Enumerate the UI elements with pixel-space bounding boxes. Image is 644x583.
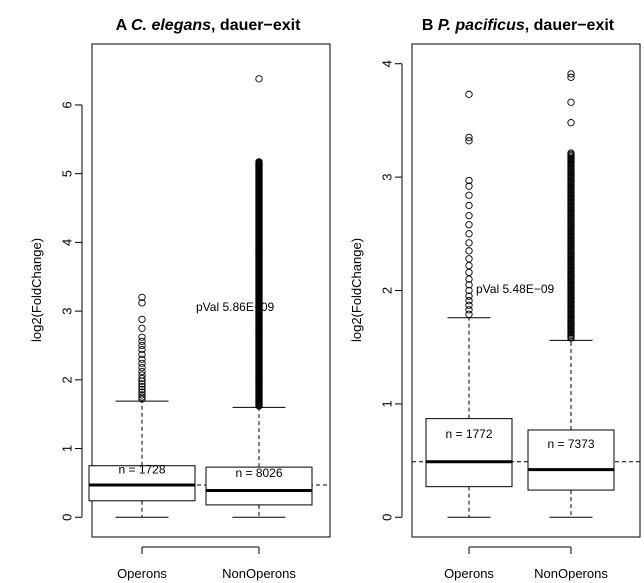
panel-a-x-axis: Operons NonOperons [117, 546, 296, 581]
panel-b-species: P. pacificus [438, 17, 525, 34]
panel-b-operons-outlier-point [465, 191, 473, 199]
panel-b-y-tick-label: 4 [379, 60, 394, 67]
panel-a-x-tick-label: Operons [117, 566, 167, 581]
panel-b-title-rest: , dauer−exit [525, 17, 615, 34]
panel-b-x-axis: Operons NonOperons [444, 546, 608, 581]
panel-b-nonoperons-outlier-point [567, 119, 575, 127]
panel-a-nonoperons-outlier-point [255, 158, 263, 166]
panel-b-title: B P. pacificus, dauer−exit [422, 17, 615, 34]
panel-a-operons-outlier-point [138, 395, 146, 403]
panel-a-operons-outlier-point [138, 385, 146, 394]
panel-a-operons-outlier-point [138, 324, 146, 332]
panel-a-operons-outlier-point [138, 299, 146, 307]
panel-b-operons-outlier-point [465, 239, 473, 247]
panel-a-y-tick-label: 4 [59, 239, 74, 246]
panel-b-operons-outlier-point [465, 247, 473, 255]
panel-a-operons-n-label: n = 1728 [118, 462, 165, 476]
panel-b: B P. pacificus, dauer−exit log2(FoldChan… [349, 17, 641, 581]
panel-b-nonoperons-outlier-point [567, 98, 575, 106]
panel-b-operons-outlier-point [465, 268, 473, 277]
panel-a-operons-outlier-point [138, 388, 146, 396]
panel-b-nonoperons-n-label: n = 7373 [547, 437, 594, 451]
panel-a-y-tick-label: 2 [59, 376, 74, 383]
panel-b-operons-outlier-point [465, 301, 473, 309]
panel-a-operons-outlier-point [138, 391, 146, 399]
panel-a-operons-outlier-point [138, 371, 146, 379]
panel-b-letter: B [422, 17, 434, 34]
panel-b-operons-outlier-point [465, 261, 473, 270]
panel-a-operons-box [88, 465, 196, 502]
panel-a-operons-outlier-point [138, 345, 146, 354]
panel-b-operons-outlier-point [465, 137, 473, 145]
panel-b-operons-outlier-point [465, 212, 473, 220]
panel-b-plot-area: n = 1772 n = 7373 pVal 5.48E−09 [412, 70, 640, 518]
panel-b-operons-outlier-point [465, 176, 473, 185]
panel-b-pvalue-label: pVal 5.48E−09 [476, 282, 555, 296]
panel-b-operons-outlier-point [465, 286, 473, 295]
panel-b-operons-outlier-point [465, 255, 473, 263]
panel-a-ylabel: log2(FoldChange) [29, 238, 44, 342]
panel-b-frame [411, 43, 641, 538]
panel-b-operons-outlier-point [465, 281, 473, 289]
panel-b-operons-outlier-point [465, 230, 473, 238]
panel-b-operons-outlier-point [465, 133, 473, 142]
panel-a-x-tick-label: NonOperons [222, 566, 296, 581]
panel-b-nonoperons-outlier-point [567, 149, 575, 157]
panel-a-operons-outlier-point [138, 355, 146, 363]
panel-a-operons-outlier-point [138, 374, 146, 383]
panel-a-species: C. elegans [131, 17, 211, 34]
panel-a-operons-outlier-point [138, 383, 146, 391]
panel-b-y-tick-label: 2 [379, 287, 394, 294]
panel-b-x-tick-label: Operons [444, 566, 494, 581]
panel-a-operons-outlier-point [138, 367, 146, 376]
panel-a-operons-outlier-point [138, 393, 146, 401]
panel-b-nonoperons-box [527, 429, 615, 491]
panel-a-nonoperons-outlier-point [255, 75, 263, 83]
panel-b-y-tick-label: 3 [379, 173, 394, 180]
panel-a-operons-outlier-point [138, 333, 146, 341]
panel-a-operons-outlier-point [138, 359, 146, 367]
panel-a-operons-outlier-point [138, 363, 146, 372]
panel-b-y-axis: 0 1 2 3 4 [379, 60, 403, 521]
panel-a-operons-outlier-point [138, 380, 146, 388]
panel-b-x-tick-label: NonOperons [534, 566, 608, 581]
panel-a-y-axis: 0 1 2 3 4 5 6 [59, 101, 83, 521]
panel-a-operons-outlier-point [138, 341, 146, 350]
panel-b-operons-outlier-point [465, 306, 473, 314]
panel-b-operons-box [425, 418, 513, 488]
panel-b-operons-n-label: n = 1772 [445, 427, 492, 441]
panel-a-nonoperons-box [205, 466, 313, 506]
panel-a-operons-outlier-point [138, 315, 146, 324]
panel-a-operons-outlier-point [138, 337, 146, 346]
panel-a-plot-area: n = 1728 n = 8026 pVal 5.86E−09 [88, 75, 330, 518]
panel-a-y-tick-label: 3 [59, 307, 74, 314]
panel-b-y-tick-label: 1 [379, 400, 394, 407]
panel-a-title: A C. elegans, dauer−exit [116, 17, 302, 34]
panel-b-nonoperons-outlier-point [567, 70, 575, 78]
panel-a-operons-outlier-point [138, 293, 146, 302]
panel-b-operons-outlier-point [465, 221, 473, 229]
panel-a-letter: A [116, 17, 128, 34]
panel-b-y-tick-label: 0 [379, 514, 394, 521]
panel-a-frame [91, 43, 331, 538]
panel-b-operons-outlier-point [465, 310, 473, 318]
panel-a-y-tick-label: 5 [59, 170, 74, 177]
panel-b-ylabel: log2(FoldChange) [349, 238, 364, 342]
panel-b-operons-outlier-point [465, 90, 473, 98]
panel-a-nonoperons-n-label: n = 8026 [235, 466, 282, 480]
panel-b-nonoperons-outlier-point [567, 73, 575, 81]
panel-a-title-rest: , dauer−exit [211, 17, 301, 34]
panel-a-operons-outlier-point [138, 350, 146, 359]
panel-a: A C. elegans, dauer−exit log2(FoldChange… [29, 17, 331, 581]
panel-b-operons-outlier-point [465, 297, 473, 305]
panel-a-y-tick-label: 6 [59, 101, 74, 108]
panel-a-y-tick-label: 0 [59, 514, 74, 521]
panel-a-pvalue-label: pVal 5.86E−09 [196, 300, 275, 314]
panel-b-operons-outlier-point [465, 201, 473, 210]
panel-a-y-tick-label: 1 [59, 445, 74, 452]
panel-b-operons-outlier-point [465, 292, 473, 300]
panel-b-operons-outlier-point [465, 182, 473, 190]
